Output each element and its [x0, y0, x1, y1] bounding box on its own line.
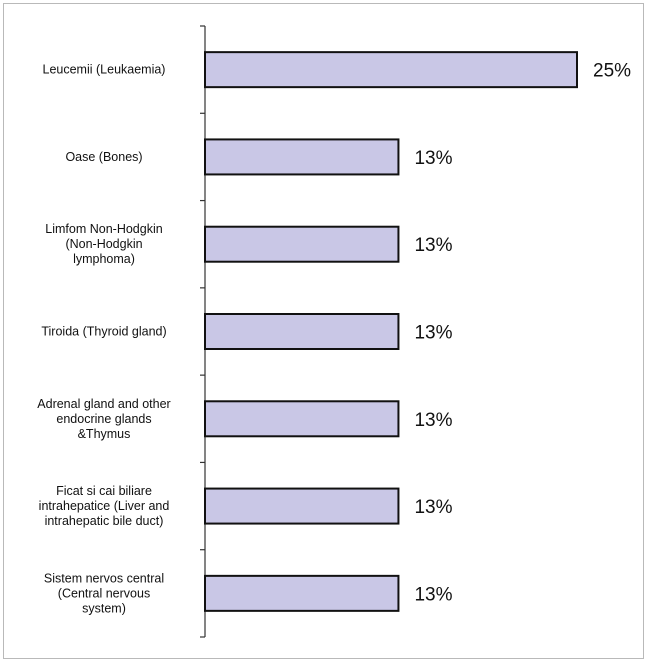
category-label: Leucemii (Leukaemia) [43, 63, 166, 77]
category-labels: Leucemii (Leukaemia) Oase (Bones) Limfom N… [37, 63, 170, 616]
bar [204, 138, 400, 176]
value-label: 13% [414, 410, 452, 431]
value-label: 13% [414, 323, 452, 344]
bar [204, 225, 400, 263]
category-label: Oase (Bones) [65, 150, 142, 164]
bars-group [204, 51, 578, 612]
value-label: 13% [414, 497, 452, 518]
category-label: Tiroida (Thyroid gland) [41, 325, 166, 339]
category-label: Ficat si cai biliare intrahepatice (Liver… [39, 484, 170, 528]
category-label: Limfom Non-Hodgkin (Non-Hodgkin lymphoma) [45, 222, 162, 266]
bar [204, 313, 400, 350]
value-label: 13% [414, 235, 452, 256]
bar [204, 51, 578, 89]
value-label: 13% [414, 148, 452, 169]
value-label: 25% [593, 61, 631, 82]
category-label: Sistem nervos central (Central nervous sys… [44, 571, 164, 615]
value-labels: 25% 13% 13% 13% 13% 13% 13% [414, 61, 631, 606]
y-axis-ticks [200, 25, 205, 638]
value-label: 13% [414, 584, 452, 605]
category-label: Adrenal gland and other endocrine glands &… [37, 397, 170, 441]
bar [204, 400, 400, 438]
bar [204, 487, 400, 525]
bar [204, 574, 400, 612]
